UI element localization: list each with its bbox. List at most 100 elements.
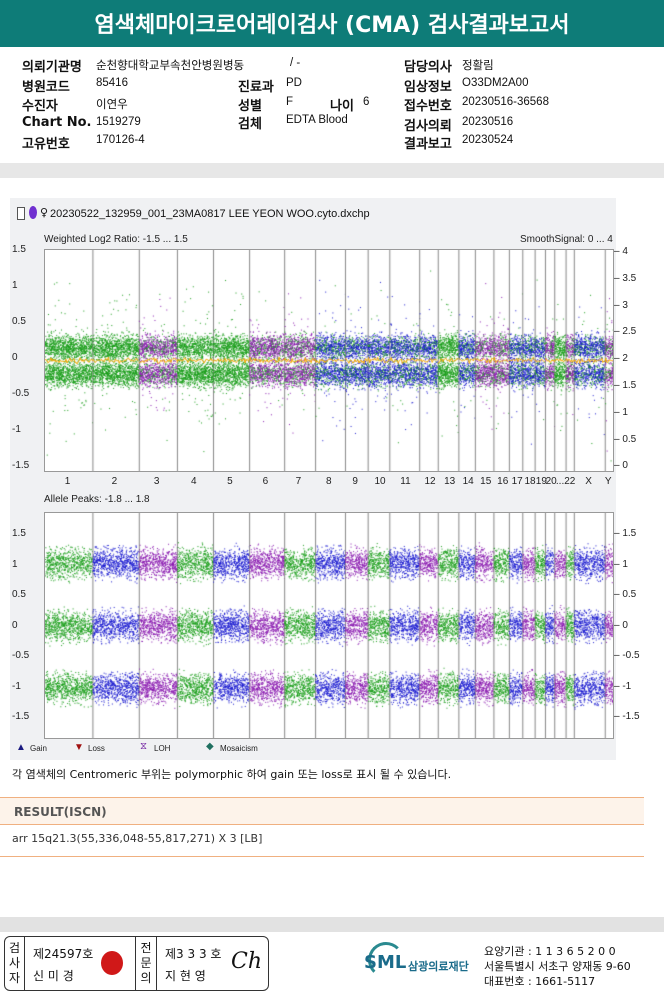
specimen-label: 검체: [238, 117, 262, 132]
chromosome-label: 1: [64, 476, 71, 487]
org-address: 서울특별시 서초구 양재동 9-60: [484, 960, 631, 973]
y-tick-right: – 1.5: [614, 528, 637, 539]
doctor: 정활림: [462, 60, 494, 72]
y-tick-right: – 3: [614, 299, 628, 311]
chart-no: 1519279: [96, 116, 141, 128]
legend-loh: LOH: [154, 744, 171, 753]
uid: 170126-4: [96, 134, 145, 146]
y-tick-left: 1: [12, 558, 18, 570]
chromosome-label: 3: [153, 476, 160, 487]
specialist-name: 지 현 영: [165, 969, 206, 983]
chromosome-label: 4: [190, 476, 197, 487]
file-name: 20230522_132959_001_23MA0817 LEE YEON WO…: [50, 208, 370, 220]
top-left-label: Weighted Log2 Ratio: -1.5 ... 1.5: [44, 234, 188, 245]
chromosome-label: 7: [295, 476, 302, 487]
specialist-no: 제3 3 3 호: [165, 947, 222, 961]
org-name: 삼광의료재단: [408, 960, 469, 973]
chromosome-label: 2: [111, 476, 118, 487]
chromosome-label: 8: [326, 476, 332, 487]
req-label: 검사의뢰: [404, 119, 452, 134]
chromosome-label: 18: [524, 476, 536, 487]
chromosome-label: 17: [511, 476, 523, 487]
result-value: arr 15q21.3(55,336,048-55,817,271) X 3 […: [12, 832, 263, 845]
logo-text: SML: [364, 952, 407, 973]
specialist-label: 전문의: [135, 937, 157, 990]
y-tick-right: – 0: [614, 460, 628, 472]
result-divider: [0, 856, 644, 857]
y-tick-right: – 2: [614, 353, 628, 365]
req: 20230516: [462, 116, 514, 128]
y-tick-right: – -1.5: [614, 711, 640, 722]
y-tick-left: 0: [12, 352, 18, 363]
age-label: 나이: [330, 99, 354, 114]
y-tick-right: – 1.5: [614, 380, 637, 391]
chromosome-label: 6: [262, 476, 269, 487]
y-tick-left: 0.5: [12, 589, 26, 600]
signature-icon: Ch: [231, 949, 263, 974]
y-tick-left: 1.5: [12, 244, 26, 255]
chromosome-label: 13: [444, 476, 456, 487]
specimen: EDTA Blood: [286, 114, 348, 126]
y-tick-left: 0.5: [12, 316, 26, 327]
inspector-no: 제24597호: [33, 947, 94, 961]
sex-label: 성별: [238, 99, 262, 114]
dept: PD: [286, 77, 302, 89]
doctor-label: 담당의사: [404, 60, 452, 75]
chromosome-label: 19: [535, 476, 547, 487]
chromosome-label: 12: [424, 476, 436, 487]
signature-box: 검사자 제24597호 신 미 경 전문의 제3 3 3 호 지 현 영 Ch: [4, 936, 269, 991]
female-icon: ♀: [40, 206, 49, 219]
patient-name: 이연우: [96, 99, 128, 111]
org-phone: 대표번호 : 1661-5117: [484, 975, 596, 988]
report-label: 결과보고: [404, 137, 452, 152]
y-tick-right: – 1: [614, 406, 628, 418]
chromosome-label: 11: [400, 476, 411, 487]
inst: 순천향대학교부속천안병원병동: [96, 60, 245, 72]
seal-icon: [101, 951, 123, 975]
report-title: 염색체마이크로어레이검사 (CMA) 검사결과보고서: [0, 0, 664, 47]
legend-gain: Gain: [30, 744, 47, 753]
name-label: 수진자: [22, 99, 58, 114]
bottom-label: Allele Peaks: -1.8 ... 1.8: [44, 494, 150, 505]
y-tick-left: -0.5: [12, 650, 30, 661]
report-date: 20230524: [462, 134, 514, 146]
y-tick-right: – -1: [614, 680, 632, 692]
clinical-label: 임상정보: [404, 80, 452, 95]
chromosome-label: 20: [545, 476, 557, 487]
dept-label: 진료과: [238, 80, 274, 95]
age: 6: [363, 96, 370, 108]
legend-mosaicism: Mosaicism: [220, 744, 258, 753]
clinical: O33DM2A00: [462, 77, 529, 89]
recv: 20230516-36568: [462, 96, 549, 108]
code: 85416: [96, 77, 128, 89]
legend-loss: Loss: [88, 744, 105, 753]
y-tick-left: -1.5: [12, 711, 30, 722]
centromere-note: 각 염색체의 Centromeric 부위는 polymorphic 하여 ga…: [12, 768, 452, 781]
inst-label: 의뢰기관명: [22, 60, 82, 75]
allele-peaks-plot: [44, 512, 614, 739]
divider: [0, 163, 664, 178]
balloon-icon: [29, 206, 37, 219]
y-tick-right: – 4: [614, 246, 628, 257]
y-tick-right: – 1: [614, 558, 628, 570]
chromosome-label: 5: [227, 476, 233, 487]
chromosome-label: 10: [374, 476, 386, 487]
result-header: RESULT(ISCN): [0, 797, 644, 825]
y-tick-right: – 0.5: [614, 433, 637, 445]
y-tick-left: 1.5: [12, 528, 26, 539]
chromosome-label: X: [585, 476, 592, 487]
y-tick-left: 1: [12, 280, 18, 291]
sex: F: [286, 96, 294, 108]
chromosome-label: 16: [497, 476, 509, 487]
chromosome-label: 14: [462, 476, 474, 487]
y-tick-right: – 3.5: [614, 272, 637, 284]
y-tick-left: -1: [12, 424, 21, 435]
y-tick-right: – -0.5: [614, 650, 640, 661]
chromosome-label: 9: [352, 476, 358, 487]
inspector-name: 신 미 경: [33, 969, 74, 983]
y-tick-right: – 0: [614, 619, 628, 631]
y-tick-left: -0.5: [12, 388, 30, 399]
recv-label: 접수번호: [404, 99, 452, 114]
y-tick-right: – 0.5: [614, 589, 637, 600]
chart-label: Chart No.: [22, 115, 92, 130]
